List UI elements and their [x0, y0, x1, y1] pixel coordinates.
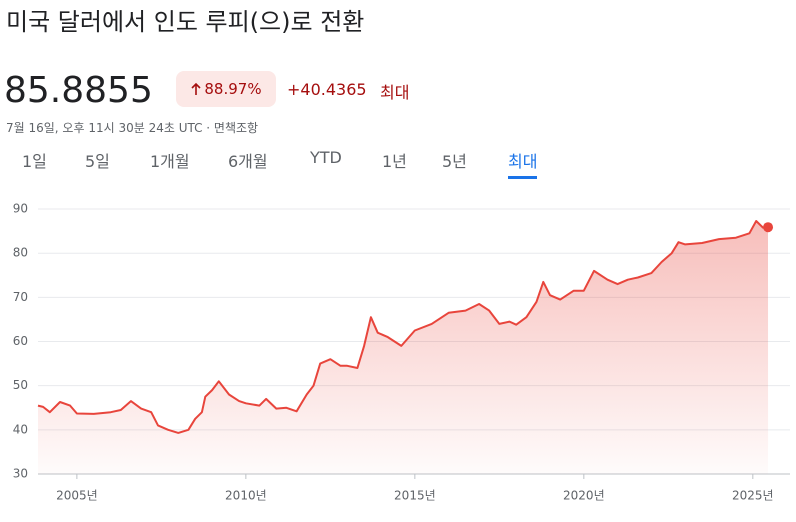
range-tab[interactable]: YTD — [310, 148, 342, 167]
price: 85.8855 — [4, 70, 153, 111]
y-tick-label: 40 — [13, 422, 28, 436]
y-tick-label: 70 — [13, 290, 28, 304]
y-tick-label: 60 — [13, 334, 28, 348]
range-tab[interactable]: 최대 — [508, 148, 538, 179]
title: 미국 달러에서 인도 루피(으)로 전환 — [6, 8, 365, 36]
range-tab[interactable]: 5년 — [442, 152, 467, 171]
x-tick-label: 2015년 — [394, 489, 436, 503]
x-tick-label: 2005년 — [56, 489, 98, 503]
percent-change: 88.97% — [204, 80, 262, 98]
x-tick-label: 2010년 — [225, 489, 267, 503]
abs-change: +40.4365 — [287, 80, 367, 99]
range-tab[interactable]: 5일 — [85, 152, 110, 171]
x-tick-label: 2025년 — [732, 489, 774, 503]
up-arrow — [191, 82, 201, 95]
last-point — [763, 222, 774, 233]
line — [37, 220, 769, 434]
y-tick-label: 90 — [13, 202, 28, 216]
range-tab[interactable]: 1일 — [22, 152, 47, 171]
y-tick-label: 50 — [13, 378, 28, 392]
range-tab[interactable]: 6개월 — [228, 152, 268, 171]
range-tab[interactable]: 1개월 — [150, 152, 190, 171]
chart: 30 40 50 60 70 80 90 2005년 2010년 2015년 2020년 2025년 — [13, 202, 790, 503]
y-tick-label: 80 — [13, 246, 28, 260]
range-label: 최대 — [380, 83, 410, 102]
timestamp: 7월 16일, 오후 11시 30분 24초 UTC · 면책조항 — [6, 121, 259, 135]
area — [38, 221, 769, 474]
range-tab[interactable]: 1년 — [382, 152, 407, 171]
x-tick-label: 2020년 — [563, 489, 605, 503]
change-badge: 88.97% — [176, 71, 276, 107]
y-tick-label: 30 — [13, 467, 28, 481]
